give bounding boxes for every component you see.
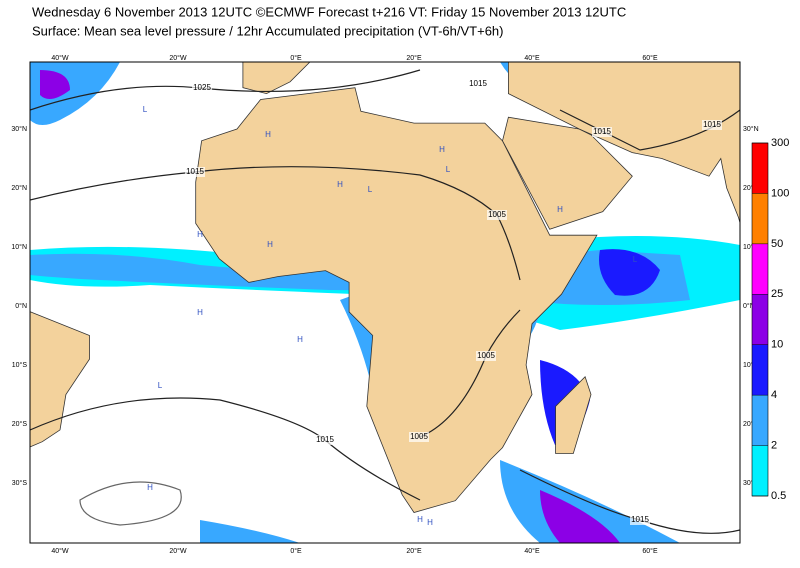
lat-label-left: 20°N <box>11 184 27 192</box>
isobar-label: 1015 <box>703 120 721 129</box>
isobar-label: 1025 <box>193 83 211 92</box>
legend-swatch <box>752 243 768 295</box>
legend-label: 300 <box>771 137 789 149</box>
lon-label-bottom: 20°E <box>406 547 422 555</box>
legend-label: 10 <box>771 339 783 351</box>
header-line1: Wednesday 6 November 2013 12UTC ©ECMWF F… <box>32 4 626 19</box>
land-shape <box>195 87 598 513</box>
land-shape <box>242 62 311 95</box>
labels: 40°W 40°W 20°W 20°W 0°E 0°E 20°E 20°E 40°E 40°E 60… <box>11 54 789 555</box>
lon-label-bottom: 40°W <box>51 547 69 555</box>
lat-label-right: 20°N <box>743 184 759 192</box>
pressure-center: L <box>446 165 451 174</box>
legend-frame <box>751 142 769 497</box>
header-line2: Surface: Mean sea level pressure / 12hr … <box>32 23 504 38</box>
isobar-label: 1015 <box>631 515 649 524</box>
pressure-center: L <box>368 185 373 194</box>
lon-label-top: 0°E <box>290 54 302 62</box>
legend-label: 0.5 <box>771 490 786 502</box>
lon-label-top: 40°W <box>51 54 69 62</box>
isobar-label-bg <box>476 351 496 361</box>
isobar-label-bg <box>487 210 507 220</box>
lon-label-bottom: 0°E <box>290 547 302 555</box>
pressure-center: H <box>267 240 273 249</box>
legend-label: 100 <box>771 187 789 199</box>
isobar-label-bg <box>468 79 488 89</box>
pressure-center: H <box>427 518 433 527</box>
isobar-label: 1005 <box>410 432 428 441</box>
pressure-center: H <box>297 335 303 344</box>
lat-label-right: 30°S <box>743 479 759 487</box>
isobar-label-bg <box>315 435 335 445</box>
land-shape <box>30 311 90 448</box>
pressure-center: H <box>197 230 203 239</box>
pressure-center: H <box>147 483 153 492</box>
lon-label-top: 60°E <box>642 54 658 62</box>
isobar-label-bg <box>630 515 650 525</box>
lat-label-left: 10°N <box>11 243 27 251</box>
map-frame <box>29 61 741 544</box>
lat-label-right: 10°S <box>743 361 759 369</box>
legend-swatch <box>752 294 768 345</box>
legend-swatch <box>752 143 768 194</box>
lat-label-left: 0°N <box>15 302 27 310</box>
isobar-label-bg <box>192 83 212 93</box>
isobar-label: 1015 <box>469 79 487 88</box>
legend-label: 2 <box>771 439 777 451</box>
lat-label-right: 0°N <box>743 302 755 310</box>
isobar-label: 1005 <box>477 351 495 360</box>
legend-swatch <box>752 344 768 396</box>
legend-swatch <box>752 445 768 496</box>
isobar-label-bg <box>702 120 722 130</box>
legend-label: 4 <box>771 389 777 401</box>
lon-label-bottom: 20°W <box>169 547 187 555</box>
isobar-label: 1015 <box>593 127 611 136</box>
pressure-center: H <box>265 130 271 139</box>
lon-label-bottom: 60°E <box>642 547 658 555</box>
isobar-label: 1015 <box>316 435 334 444</box>
legend-label: 25 <box>771 288 783 300</box>
lon-label-top: 20°E <box>406 54 422 62</box>
map-area <box>30 62 740 543</box>
lat-label-left: 30°N <box>11 125 27 133</box>
legend-swatch <box>752 193 768 244</box>
lat-label-left: 20°S <box>12 420 28 428</box>
pressure-center: H <box>417 515 423 524</box>
lat-label-left: 30°S <box>12 479 28 487</box>
pressure-center: H <box>557 205 563 214</box>
pressure-center: H <box>337 180 343 189</box>
isobar-label-bg <box>592 127 612 137</box>
pressure-center: H <box>439 145 445 154</box>
pressure-center: L <box>158 381 163 390</box>
lon-label-top: 40°E <box>524 54 540 62</box>
isobar-label: 1005 <box>488 210 506 219</box>
pressure-center: L <box>633 255 638 264</box>
legend-label: 50 <box>771 238 783 250</box>
isobar-label: 1015 <box>186 167 204 176</box>
isobar-label-bg <box>185 167 205 177</box>
lon-label-top: 20°W <box>169 54 187 62</box>
land-shape <box>502 116 633 230</box>
lat-label-right: 30°N <box>743 125 759 133</box>
lat-label-right: 10°N <box>743 243 759 251</box>
land-shape <box>555 376 592 454</box>
pressure-center: H <box>197 308 203 317</box>
lon-label-bottom: 40°E <box>524 547 540 555</box>
lat-label-left: 10°S <box>12 361 28 369</box>
legend-swatch <box>752 395 768 446</box>
lat-label-right: 20°S <box>743 420 759 428</box>
pressure-center: L <box>143 105 148 114</box>
isobar-label-bg <box>409 432 429 442</box>
